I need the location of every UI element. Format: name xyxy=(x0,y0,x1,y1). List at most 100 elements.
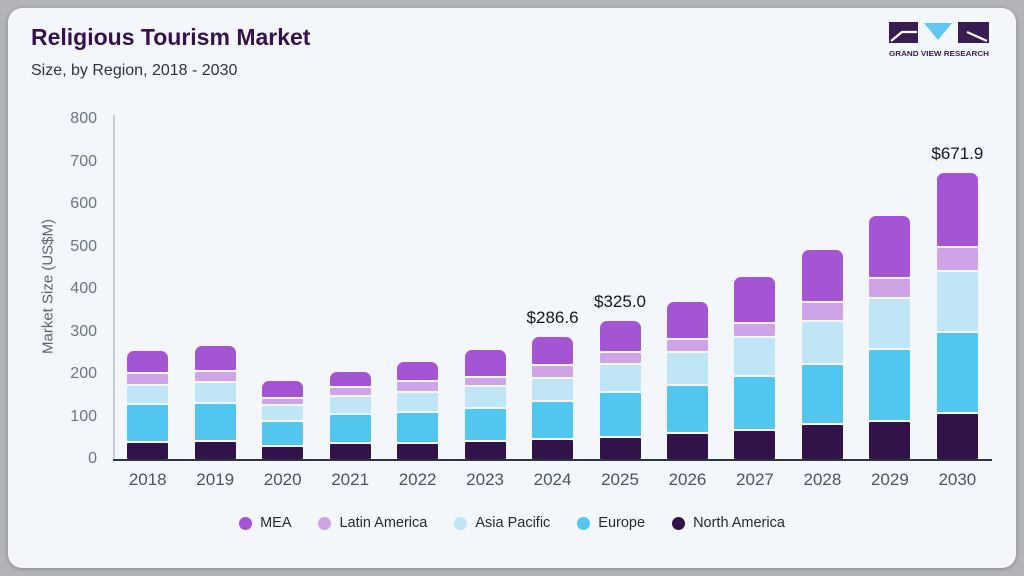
bar-segment-latin-america xyxy=(936,247,978,271)
bar-segment-mea xyxy=(936,173,978,246)
bar-segment-asia-pacific xyxy=(329,397,371,414)
bar-segment-europe xyxy=(127,405,169,441)
stacked-bar xyxy=(532,337,574,459)
bar-segment-north-america xyxy=(734,430,776,459)
y-tick-label: 100 xyxy=(70,407,97,425)
bar-segment-asia-pacific xyxy=(599,365,641,392)
bar-segment-latin-america xyxy=(666,339,708,352)
bar-segment-asia-pacific xyxy=(734,338,776,375)
bar-segment-asia-pacific xyxy=(869,298,911,348)
y-tick-label: 400 xyxy=(70,280,97,297)
stacked-bar xyxy=(464,350,506,459)
y-tick-label: 500 xyxy=(70,237,97,255)
bar-segment-europe xyxy=(801,365,843,423)
x-tick-label: 2020 xyxy=(263,470,302,489)
bar-group-2023 xyxy=(451,119,518,459)
bar-segment-north-america xyxy=(532,439,574,459)
stacked-bar xyxy=(869,215,911,459)
bar-segment-mea xyxy=(869,215,911,277)
bar-group-2026 xyxy=(654,119,721,459)
bar-segment-mea xyxy=(127,351,169,373)
bar-segment-north-america xyxy=(666,434,708,459)
stacked-bar xyxy=(666,301,708,459)
chart-card: Religious Tourism Market Size, by Region… xyxy=(8,8,1016,568)
bar-group-2019 xyxy=(181,119,248,459)
x-tick-label: 2025 xyxy=(601,470,639,489)
x-tick-label: 2027 xyxy=(736,470,774,489)
bar-segment-europe xyxy=(397,413,439,442)
x-tick-label: 2021 xyxy=(331,470,370,489)
bar-segment-europe xyxy=(666,385,708,433)
bar-segment-europe xyxy=(194,404,236,440)
bar-segment-europe xyxy=(532,401,574,438)
y-axis-line xyxy=(113,115,115,459)
legend-item-europe: Europe xyxy=(577,515,645,531)
legend-dot-icon xyxy=(672,516,686,530)
bar-segment-north-america xyxy=(599,438,641,459)
y-tick-label: 300 xyxy=(70,322,97,340)
x-tick-label: 2019 xyxy=(196,470,235,489)
bar-segment-mea xyxy=(329,372,371,387)
bar-segment-mea xyxy=(262,380,304,398)
page-title: Religious Tourism Market xyxy=(31,24,311,50)
bar-segment-asia-pacific xyxy=(532,378,574,400)
x-tick-label: 2029 xyxy=(870,470,909,489)
x-axis-labels: 2018 2019 2020 2021 2022 2023 2024 2025 2026 2027… xyxy=(114,470,991,490)
legend-item-north-america: North America xyxy=(672,515,785,531)
x-tick-label: 2030 xyxy=(938,470,977,489)
y-tick-label: 0 xyxy=(88,450,97,467)
legend-label: Asia Pacific xyxy=(475,515,551,531)
bar-segment-latin-america xyxy=(869,278,911,297)
bar-segment-asia-pacific xyxy=(666,353,708,384)
bar-segment-europe xyxy=(262,422,304,446)
bar-segment-latin-america xyxy=(599,353,641,364)
bar-segment-latin-america xyxy=(801,302,843,320)
bar-segment-asia-pacific xyxy=(464,386,506,408)
legend-dot-icon xyxy=(454,516,468,530)
bar-segment-latin-america xyxy=(329,388,371,396)
logo-text: GRAND VIEW RESEARCH xyxy=(889,49,989,58)
legend-label: Europe xyxy=(598,515,646,531)
legend-dot-icon xyxy=(239,516,253,530)
bar-segment-europe xyxy=(464,409,506,440)
bar-segment-europe xyxy=(329,415,371,443)
x-tick-label: 2022 xyxy=(398,470,437,489)
bar-group-2018 xyxy=(114,119,181,459)
legend-item-mea: MEA xyxy=(239,515,291,531)
bar-segment-latin-america xyxy=(734,323,776,337)
bar-segment-latin-america xyxy=(127,374,169,384)
bar-segment-mea xyxy=(464,350,506,376)
bar-segment-latin-america xyxy=(532,365,574,377)
bar-group-2025: $325.0 xyxy=(586,119,653,459)
bar-segment-north-america xyxy=(397,443,439,459)
stacked-bar xyxy=(127,351,169,459)
bar-segment-north-america xyxy=(329,444,371,459)
stacked-bar xyxy=(194,345,236,459)
bar-segment-north-america xyxy=(194,441,236,459)
bar-segment-mea xyxy=(532,337,574,364)
x-tick-label: 2026 xyxy=(668,470,707,489)
stacked-bar xyxy=(329,372,371,459)
bar-segment-latin-america xyxy=(262,399,304,405)
bar-group-2020 xyxy=(249,119,316,459)
bar-segment-latin-america xyxy=(194,371,236,381)
bar-segment-europe xyxy=(734,376,776,429)
y-tick-label: 800 xyxy=(70,110,97,127)
legend-label: Latin America xyxy=(339,515,428,531)
bar-segment-asia-pacific xyxy=(127,385,169,404)
bar-segment-asia-pacific xyxy=(936,272,978,332)
bar-segment-europe xyxy=(936,333,978,413)
x-tick-label: 2018 xyxy=(128,470,167,489)
bar-segment-asia-pacific xyxy=(801,321,843,364)
page-subtitle: Size, by Region, 2018 - 2030 xyxy=(31,62,238,79)
legend: MEA Latin America Asia Pacific Europe North … xyxy=(8,515,1016,531)
data-label: $325.0 xyxy=(594,291,647,311)
bars-row: $286.6 $325.0 $671.9 xyxy=(114,119,991,459)
legend-dot-icon xyxy=(577,516,591,530)
bar-segment-mea xyxy=(666,301,708,338)
bar-group-2028 xyxy=(789,119,856,459)
bar-segment-mea xyxy=(599,320,641,352)
legend-label: North America xyxy=(693,515,785,531)
bar-segment-north-america xyxy=(127,442,169,459)
legend-label: MEA xyxy=(260,515,292,531)
